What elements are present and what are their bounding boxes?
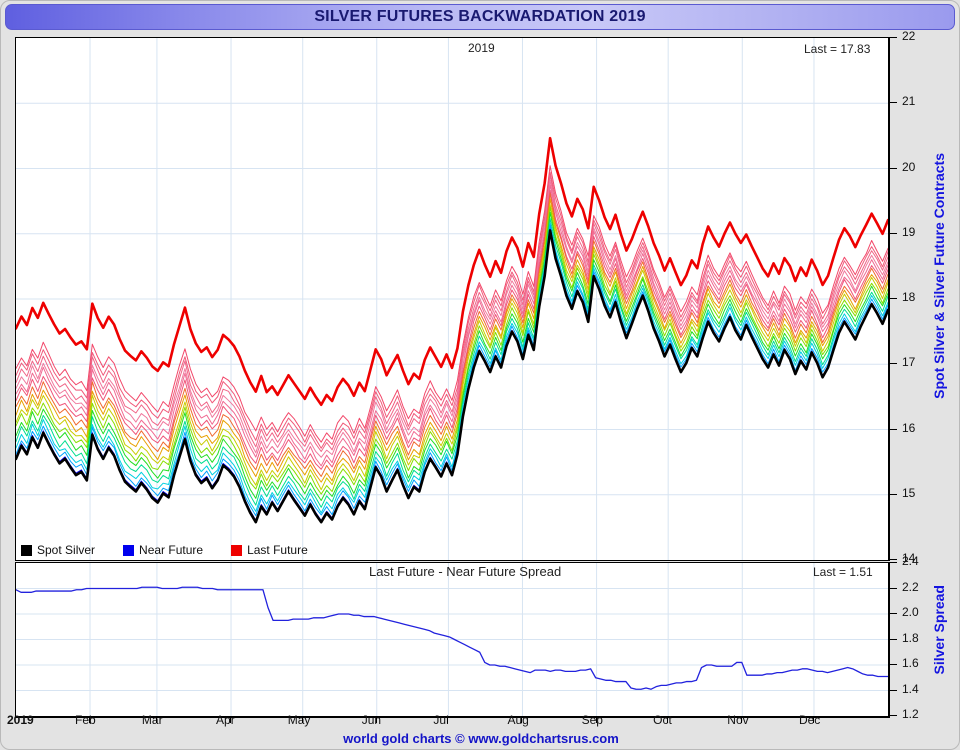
series-line-contract-3	[16, 222, 888, 514]
spread-y-tick-mark	[890, 562, 897, 563]
x-tick-label: Dec	[798, 713, 821, 727]
main-y-tick-label: 22	[902, 29, 916, 43]
x-tick-mark	[230, 717, 232, 723]
series-line-near-future	[16, 228, 888, 521]
x-tick-label: Apr	[216, 713, 235, 727]
spread-y-tick-label: 2.0	[902, 605, 919, 619]
x-tick-mark	[521, 717, 523, 723]
x-tick-mark	[155, 717, 157, 723]
series-line-contract-5	[16, 211, 888, 501]
series-line-contract-7	[16, 204, 888, 491]
x-tick-mark	[667, 717, 669, 723]
main-last-value-label: Last = 17.83	[804, 42, 871, 56]
main-y-tick-label: 18	[902, 290, 916, 304]
series-line-contract-14	[16, 171, 888, 449]
spread-y-tick-mark	[890, 689, 897, 691]
series-line-spread	[16, 586, 888, 690]
spread-chart-panel	[15, 562, 889, 717]
x-tick-label: 2019	[7, 713, 34, 727]
main-y-tick-mark	[890, 167, 897, 169]
x-tick-mark	[89, 717, 91, 723]
window-title-bar: SILVER FUTURES BACKWARDATION 2019	[5, 4, 955, 30]
x-tick-label: May	[287, 713, 311, 727]
series-line-spot-silver	[16, 229, 888, 524]
spread-y-tick-mark	[890, 638, 897, 640]
main-y-tick-mark	[890, 428, 897, 430]
main-y-axis-line	[889, 37, 890, 561]
main-y-tick-mark	[890, 559, 897, 560]
spread-last-value-label: Last = 1.51	[813, 565, 873, 579]
series-line-contract-15	[16, 165, 888, 443]
spread-y-tick-label: 1.8	[902, 630, 919, 645]
legend-label: Near Future	[139, 543, 204, 557]
spread-y-axis-title: Silver Spread	[931, 585, 947, 675]
x-tick-label: Aug	[507, 713, 529, 727]
main-y-tick-label: 21	[902, 94, 916, 109]
x-tick-mark	[741, 717, 743, 723]
blue-square-swatch	[123, 544, 135, 556]
x-tick-label: Sep	[581, 713, 603, 727]
spread-y-tick-label: 2.4	[902, 554, 919, 568]
series-line-last-future	[16, 136, 888, 407]
spread-y-tick-label: 1.2	[902, 707, 919, 721]
red-square-swatch	[231, 544, 243, 556]
series-line-contract-13	[16, 174, 888, 453]
x-tick-label: Nov	[727, 713, 749, 727]
main-y-tick-label: 14	[902, 551, 916, 565]
legend-item-last-future: Last Future	[231, 543, 336, 557]
page-title: SILVER FUTURES BACKWARDATION 2019	[314, 8, 646, 25]
chart-year-label: 2019	[468, 41, 495, 55]
main-y-tick-mark	[890, 37, 897, 38]
series-line-contract-6	[16, 206, 888, 495]
x-tick-mark	[595, 717, 597, 723]
spread-y-tick-label: 1.4	[902, 681, 919, 696]
spread-y-tick-mark	[890, 715, 897, 716]
main-y-tick-label: 19	[902, 224, 916, 239]
spread-chart-plot	[16, 563, 888, 716]
spread-y-axis-line	[889, 562, 890, 717]
legend-item-spot-silver: Spot Silver	[21, 543, 123, 557]
main-y-tick-mark	[890, 298, 897, 299]
spread-y-tick-mark	[890, 587, 897, 589]
main-y-tick-label: 16	[902, 420, 916, 435]
main-y-tick-label: 20	[902, 159, 916, 174]
legend-label: Last Future	[247, 543, 308, 557]
x-tick-label: Mar	[141, 713, 163, 727]
series-line-contract-12	[16, 179, 888, 458]
series-line-contract-4	[16, 218, 888, 508]
main-y-axis-title: Spot Silver & Silver Future Contracts	[931, 153, 947, 399]
legend-item-near-future: Near Future	[123, 543, 231, 557]
black-square-swatch	[21, 544, 32, 556]
spread-y-tick-label: 1.6	[902, 656, 919, 670]
main-y-tick-label: 17	[902, 355, 916, 370]
series-line-contract-10	[16, 190, 888, 470]
main-chart-panel	[15, 37, 889, 561]
main-y-tick-label: 15	[902, 485, 916, 500]
main-y-tick-mark	[890, 232, 897, 234]
spread-y-tick-mark	[890, 664, 897, 665]
x-axis-line	[15, 717, 890, 718]
spread-y-tick-label: 2.2	[902, 579, 919, 594]
main-y-tick-mark	[890, 102, 897, 104]
x-tick-mark	[447, 717, 449, 723]
footer-credit: world gold charts © www.goldchartsrus.co…	[343, 731, 619, 746]
x-tick-label: Jul	[433, 713, 449, 727]
x-tick-mark	[812, 717, 814, 723]
main-y-tick-mark	[890, 493, 897, 495]
main-chart-plot	[16, 38, 888, 560]
series-line-contract-11	[16, 184, 888, 467]
spread-title-label: Last Future - Near Future Spread	[369, 564, 562, 579]
series-line-contract-9	[16, 193, 888, 477]
x-tick-label: Oct	[653, 713, 672, 727]
x-tick-mark	[301, 717, 303, 723]
main-y-tick-mark	[890, 363, 897, 365]
x-tick-mark	[375, 717, 377, 723]
chart-legend: Spot Silver Near Future Last Future	[21, 542, 336, 558]
series-line-contract-8	[16, 198, 888, 483]
x-tick-label: Jun	[361, 713, 382, 727]
x-tick-label: Feb	[75, 713, 96, 727]
spread-y-tick-mark	[890, 613, 897, 614]
legend-label: Spot Silver	[37, 543, 96, 557]
